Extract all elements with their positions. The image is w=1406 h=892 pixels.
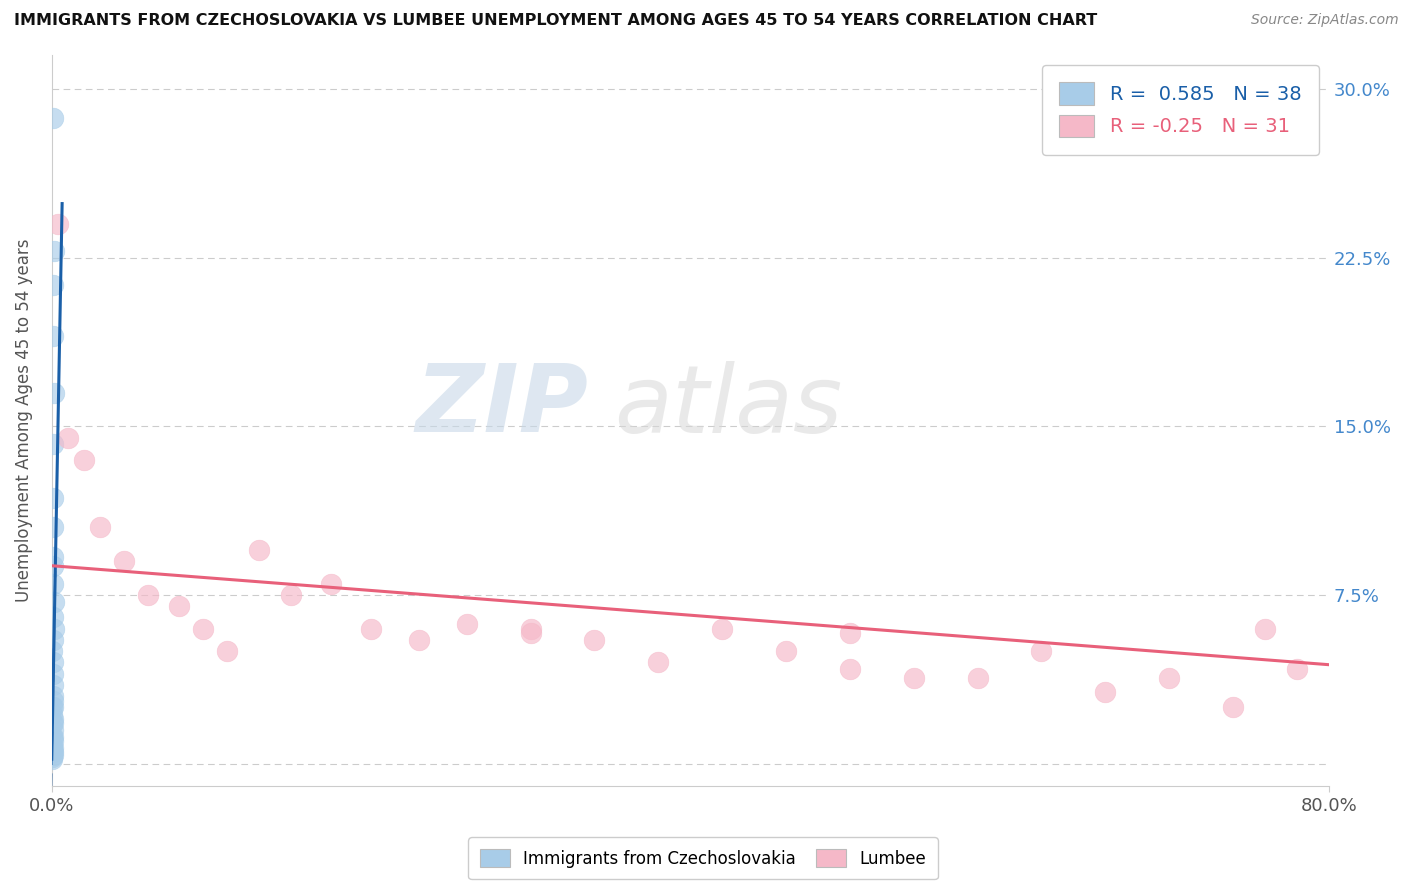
Point bbox=[41, 743, 63, 757]
Point bbox=[42, 437, 65, 451]
Point bbox=[41, 730, 63, 744]
Point bbox=[41, 750, 63, 764]
Point bbox=[89, 520, 111, 534]
Point bbox=[711, 622, 734, 636]
Point bbox=[775, 644, 797, 658]
Point bbox=[838, 662, 860, 676]
Point bbox=[41, 632, 63, 647]
Point bbox=[41, 558, 63, 573]
Point bbox=[42, 610, 65, 624]
Point bbox=[519, 622, 541, 636]
Point bbox=[1159, 671, 1181, 685]
Point bbox=[1254, 622, 1277, 636]
Point bbox=[42, 666, 65, 681]
Point bbox=[247, 543, 270, 558]
Point bbox=[42, 734, 65, 748]
Point bbox=[41, 329, 63, 343]
Point bbox=[41, 644, 63, 658]
Point bbox=[42, 712, 65, 726]
Point bbox=[838, 626, 860, 640]
Point bbox=[41, 752, 63, 766]
Point bbox=[46, 217, 69, 231]
Point bbox=[41, 700, 63, 714]
Point bbox=[41, 739, 63, 753]
Point bbox=[41, 730, 63, 744]
Point bbox=[56, 430, 79, 444]
Legend: R =  0.585   N = 38, R = -0.25   N = 31: R = 0.585 N = 38, R = -0.25 N = 31 bbox=[1042, 65, 1319, 154]
Point bbox=[1285, 662, 1308, 676]
Point bbox=[647, 656, 669, 670]
Point bbox=[42, 576, 65, 591]
Point bbox=[42, 549, 65, 564]
Text: IMMIGRANTS FROM CZECHOSLOVAKIA VS LUMBEE UNEMPLOYMENT AMONG AGES 45 TO 54 YEARS : IMMIGRANTS FROM CZECHOSLOVAKIA VS LUMBEE… bbox=[14, 13, 1097, 29]
Point bbox=[42, 595, 65, 609]
Point bbox=[519, 626, 541, 640]
Text: Source: ZipAtlas.com: Source: ZipAtlas.com bbox=[1251, 13, 1399, 28]
Point bbox=[41, 694, 63, 708]
Point bbox=[1222, 700, 1244, 714]
Point bbox=[112, 554, 135, 568]
Point bbox=[42, 622, 65, 636]
Point bbox=[1094, 684, 1116, 698]
Point bbox=[41, 491, 63, 506]
Point bbox=[41, 716, 63, 731]
Point bbox=[280, 588, 302, 602]
Point bbox=[42, 656, 65, 670]
Point bbox=[42, 520, 65, 534]
Point bbox=[456, 617, 478, 632]
Point bbox=[41, 747, 63, 762]
Y-axis label: Unemployment Among Ages 45 to 54 years: Unemployment Among Ages 45 to 54 years bbox=[15, 239, 32, 602]
Point bbox=[903, 671, 925, 685]
Point bbox=[42, 700, 65, 714]
Text: ZIP: ZIP bbox=[415, 360, 588, 452]
Point bbox=[42, 740, 65, 755]
Point bbox=[966, 671, 988, 685]
Text: atlas: atlas bbox=[613, 360, 842, 451]
Point bbox=[217, 644, 239, 658]
Point bbox=[44, 244, 66, 258]
Point bbox=[408, 632, 430, 647]
Point bbox=[319, 576, 342, 591]
Point bbox=[42, 277, 65, 292]
Point bbox=[73, 453, 96, 467]
Point bbox=[583, 632, 606, 647]
Point bbox=[169, 599, 191, 614]
Point bbox=[41, 746, 63, 760]
Point bbox=[41, 678, 63, 692]
Point bbox=[42, 716, 65, 731]
Point bbox=[42, 111, 65, 125]
Point bbox=[360, 622, 382, 636]
Point bbox=[42, 385, 65, 400]
Point bbox=[41, 723, 63, 737]
Point bbox=[136, 588, 159, 602]
Point bbox=[193, 622, 215, 636]
Point bbox=[41, 707, 63, 722]
Legend: Immigrants from Czechoslovakia, Lumbee: Immigrants from Czechoslovakia, Lumbee bbox=[468, 838, 938, 880]
Point bbox=[1031, 644, 1053, 658]
Point bbox=[42, 689, 65, 703]
